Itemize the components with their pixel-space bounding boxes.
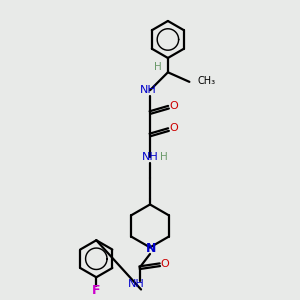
Text: O: O — [161, 259, 170, 269]
Text: NH: NH — [142, 152, 158, 162]
Text: NH: NH — [140, 85, 157, 95]
Text: H: H — [154, 62, 161, 72]
Text: O: O — [169, 123, 178, 134]
Text: CH₃: CH₃ — [198, 76, 216, 86]
Text: O: O — [169, 101, 178, 111]
Text: NH: NH — [128, 279, 145, 289]
Text: F: F — [92, 284, 100, 298]
Text: N: N — [146, 242, 156, 255]
Text: H: H — [160, 152, 168, 162]
